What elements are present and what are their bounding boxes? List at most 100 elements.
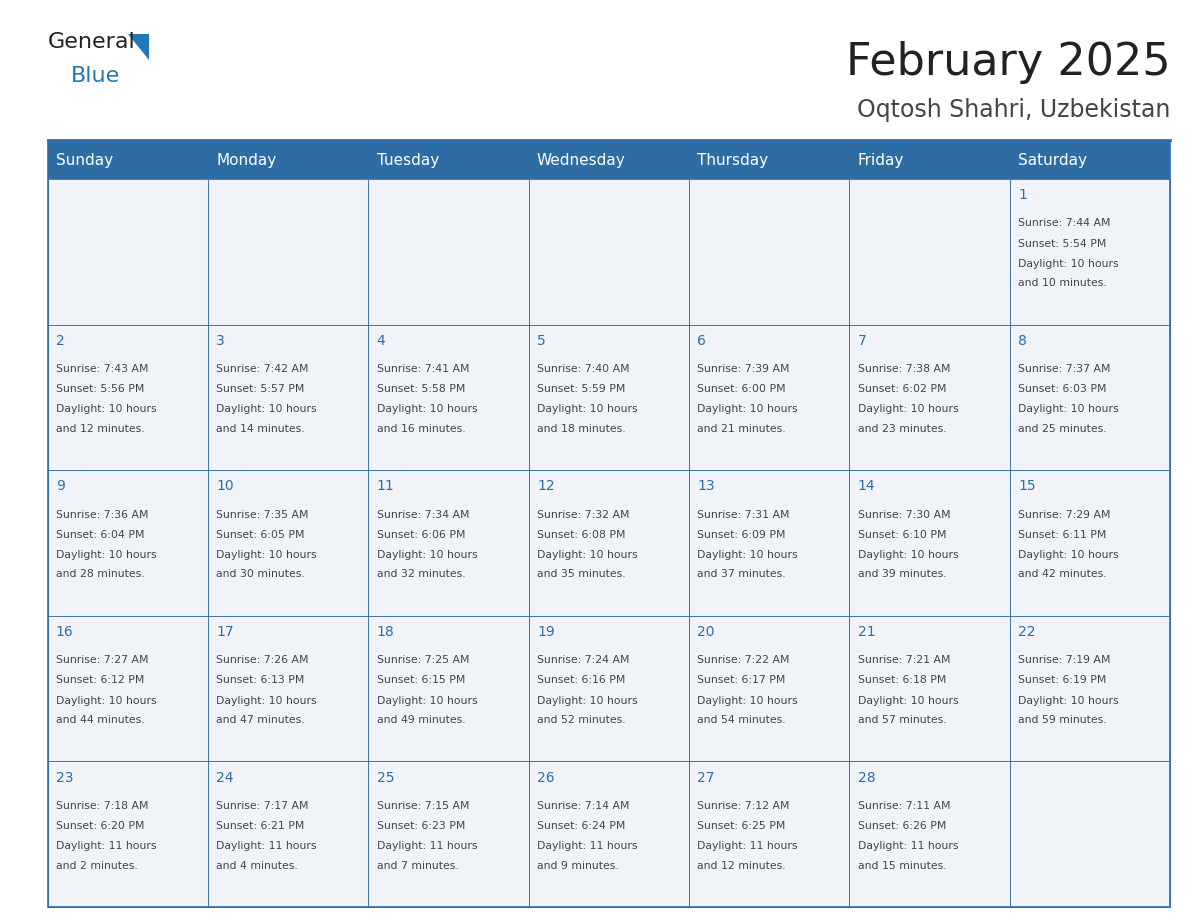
Text: Sunset: 6:10 PM: Sunset: 6:10 PM bbox=[858, 530, 946, 540]
Bar bbox=[368, 761, 529, 907]
Text: 28: 28 bbox=[858, 770, 876, 785]
Text: Daylight: 10 hours: Daylight: 10 hours bbox=[377, 405, 478, 414]
Text: Friday: Friday bbox=[858, 153, 904, 168]
Text: Sunrise: 7:21 AM: Sunrise: 7:21 AM bbox=[858, 655, 950, 666]
Text: Sunrise: 7:15 AM: Sunrise: 7:15 AM bbox=[377, 800, 469, 811]
Text: Daylight: 10 hours: Daylight: 10 hours bbox=[537, 696, 638, 706]
Text: Sunset: 6:00 PM: Sunset: 6:00 PM bbox=[697, 385, 786, 394]
Text: 12: 12 bbox=[537, 479, 555, 493]
Bar bbox=[849, 616, 1010, 761]
Text: Daylight: 10 hours: Daylight: 10 hours bbox=[1018, 550, 1119, 560]
Bar bbox=[689, 179, 849, 325]
Text: Daylight: 11 hours: Daylight: 11 hours bbox=[537, 841, 638, 851]
Text: Tuesday: Tuesday bbox=[377, 153, 438, 168]
Text: Sunday: Sunday bbox=[56, 153, 113, 168]
Bar bbox=[1010, 616, 1170, 761]
Bar bbox=[1010, 470, 1170, 616]
Text: Sunset: 6:21 PM: Sunset: 6:21 PM bbox=[216, 821, 304, 831]
Text: Sunset: 6:24 PM: Sunset: 6:24 PM bbox=[537, 821, 625, 831]
Text: Daylight: 10 hours: Daylight: 10 hours bbox=[216, 405, 317, 414]
Text: Sunset: 6:23 PM: Sunset: 6:23 PM bbox=[377, 821, 465, 831]
Text: and 18 minutes.: and 18 minutes. bbox=[537, 424, 626, 433]
Bar bbox=[208, 616, 368, 761]
Text: and 23 minutes.: and 23 minutes. bbox=[858, 424, 947, 433]
Text: Daylight: 10 hours: Daylight: 10 hours bbox=[1018, 259, 1119, 269]
Text: Sunrise: 7:40 AM: Sunrise: 7:40 AM bbox=[537, 364, 630, 374]
Text: and 12 minutes.: and 12 minutes. bbox=[56, 424, 145, 433]
Text: Sunset: 5:57 PM: Sunset: 5:57 PM bbox=[216, 385, 304, 394]
Bar bbox=[689, 470, 849, 616]
Text: and 39 minutes.: and 39 minutes. bbox=[858, 569, 947, 579]
Bar bbox=[529, 761, 689, 907]
Text: 11: 11 bbox=[377, 479, 394, 493]
Text: Daylight: 10 hours: Daylight: 10 hours bbox=[56, 696, 157, 706]
Text: Sunset: 6:26 PM: Sunset: 6:26 PM bbox=[858, 821, 946, 831]
Text: Daylight: 10 hours: Daylight: 10 hours bbox=[56, 550, 157, 560]
Text: and 7 minutes.: and 7 minutes. bbox=[377, 860, 459, 870]
Text: Sunset: 6:18 PM: Sunset: 6:18 PM bbox=[858, 676, 946, 686]
Text: Sunrise: 7:26 AM: Sunrise: 7:26 AM bbox=[216, 655, 309, 666]
Text: 23: 23 bbox=[56, 770, 74, 785]
Text: Sunset: 6:25 PM: Sunset: 6:25 PM bbox=[697, 821, 785, 831]
Text: Sunrise: 7:22 AM: Sunrise: 7:22 AM bbox=[697, 655, 790, 666]
Bar bbox=[529, 325, 689, 470]
Text: Sunset: 6:02 PM: Sunset: 6:02 PM bbox=[858, 385, 946, 394]
Text: 21: 21 bbox=[858, 625, 876, 639]
Text: Sunset: 6:05 PM: Sunset: 6:05 PM bbox=[216, 530, 304, 540]
Text: 22: 22 bbox=[1018, 625, 1036, 639]
Text: Daylight: 10 hours: Daylight: 10 hours bbox=[858, 405, 959, 414]
Bar bbox=[529, 616, 689, 761]
Polygon shape bbox=[128, 34, 148, 60]
Text: Oqtosh Shahri, Uzbekistan: Oqtosh Shahri, Uzbekistan bbox=[857, 98, 1170, 122]
Text: and 32 minutes.: and 32 minutes. bbox=[377, 569, 466, 579]
Text: and 57 minutes.: and 57 minutes. bbox=[858, 715, 947, 725]
Text: Sunset: 6:13 PM: Sunset: 6:13 PM bbox=[216, 676, 304, 686]
Text: and 59 minutes.: and 59 minutes. bbox=[1018, 715, 1107, 725]
Text: 1: 1 bbox=[1018, 188, 1026, 202]
Text: Sunset: 6:15 PM: Sunset: 6:15 PM bbox=[377, 676, 465, 686]
Bar bbox=[48, 142, 1170, 179]
Bar bbox=[529, 470, 689, 616]
Text: and 52 minutes.: and 52 minutes. bbox=[537, 715, 626, 725]
Text: and 2 minutes.: and 2 minutes. bbox=[56, 860, 138, 870]
Text: and 47 minutes.: and 47 minutes. bbox=[216, 715, 305, 725]
Text: Daylight: 10 hours: Daylight: 10 hours bbox=[377, 696, 478, 706]
Text: Daylight: 11 hours: Daylight: 11 hours bbox=[697, 841, 798, 851]
Text: 9: 9 bbox=[56, 479, 64, 493]
Text: Sunset: 6:03 PM: Sunset: 6:03 PM bbox=[1018, 385, 1106, 394]
Text: Thursday: Thursday bbox=[697, 153, 769, 168]
Text: Daylight: 10 hours: Daylight: 10 hours bbox=[858, 550, 959, 560]
Text: and 10 minutes.: and 10 minutes. bbox=[1018, 278, 1107, 288]
Text: 7: 7 bbox=[858, 334, 866, 348]
Text: Daylight: 11 hours: Daylight: 11 hours bbox=[377, 841, 478, 851]
Text: Sunrise: 7:43 AM: Sunrise: 7:43 AM bbox=[56, 364, 148, 374]
Text: Daylight: 10 hours: Daylight: 10 hours bbox=[56, 405, 157, 414]
Text: Sunset: 5:58 PM: Sunset: 5:58 PM bbox=[377, 385, 465, 394]
Text: Sunrise: 7:31 AM: Sunrise: 7:31 AM bbox=[697, 509, 790, 520]
Text: Daylight: 10 hours: Daylight: 10 hours bbox=[858, 696, 959, 706]
Text: Sunrise: 7:25 AM: Sunrise: 7:25 AM bbox=[377, 655, 469, 666]
Text: Sunrise: 7:39 AM: Sunrise: 7:39 AM bbox=[697, 364, 790, 374]
Text: Daylight: 10 hours: Daylight: 10 hours bbox=[697, 405, 798, 414]
Bar bbox=[849, 179, 1010, 325]
Text: Daylight: 10 hours: Daylight: 10 hours bbox=[1018, 696, 1119, 706]
Text: Sunrise: 7:37 AM: Sunrise: 7:37 AM bbox=[1018, 364, 1111, 374]
Text: General: General bbox=[48, 32, 135, 52]
Text: Daylight: 10 hours: Daylight: 10 hours bbox=[216, 550, 317, 560]
Text: Sunset: 6:20 PM: Sunset: 6:20 PM bbox=[56, 821, 144, 831]
Text: 15: 15 bbox=[1018, 479, 1036, 493]
Text: and 35 minutes.: and 35 minutes. bbox=[537, 569, 626, 579]
Bar bbox=[48, 325, 208, 470]
Text: Daylight: 10 hours: Daylight: 10 hours bbox=[216, 696, 317, 706]
Text: Sunset: 5:56 PM: Sunset: 5:56 PM bbox=[56, 385, 144, 394]
Bar bbox=[689, 761, 849, 907]
Text: Sunset: 6:06 PM: Sunset: 6:06 PM bbox=[377, 530, 465, 540]
Bar bbox=[208, 761, 368, 907]
Text: Sunrise: 7:18 AM: Sunrise: 7:18 AM bbox=[56, 800, 148, 811]
Bar bbox=[368, 325, 529, 470]
Text: Sunset: 5:59 PM: Sunset: 5:59 PM bbox=[537, 385, 625, 394]
Bar bbox=[849, 325, 1010, 470]
Text: Sunrise: 7:34 AM: Sunrise: 7:34 AM bbox=[377, 509, 469, 520]
Text: and 42 minutes.: and 42 minutes. bbox=[1018, 569, 1107, 579]
Bar bbox=[48, 142, 1170, 907]
